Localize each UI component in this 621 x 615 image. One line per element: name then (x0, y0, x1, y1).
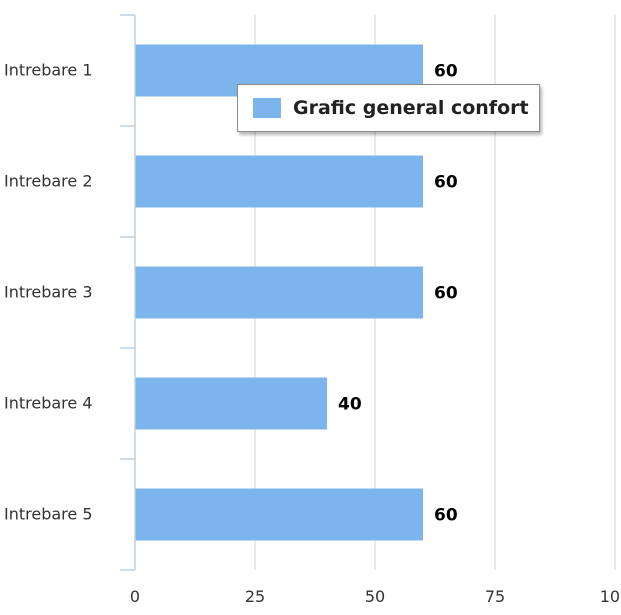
x-tick-label: 50 (365, 587, 385, 606)
bar (135, 155, 423, 208)
legend[interactable]: Grafic general confort (237, 84, 540, 132)
data-label: 60 (434, 173, 458, 193)
data-labels: 60 60 60 40 60 (338, 62, 458, 526)
x-tick-label: 100 (600, 587, 621, 606)
x-tick-label: 75 (485, 587, 505, 606)
category-label: Intrebare 3 (4, 283, 93, 302)
bar (135, 377, 327, 430)
category-label: Intrebare 5 (4, 505, 93, 524)
x-tick-labels: 0 25 50 75 100 (130, 587, 621, 606)
data-label: 60 (434, 506, 458, 526)
data-label: 40 (338, 395, 362, 415)
bars (135, 44, 423, 541)
x-tick-label: 25 (245, 587, 265, 606)
category-label: Intrebare 4 (4, 394, 93, 413)
data-label: 60 (434, 284, 458, 304)
category-axis (120, 14, 136, 571)
x-tick-label: 0 (130, 587, 140, 606)
category-label: Intrebare 1 (4, 61, 93, 80)
legend-label: Grafic general confort (293, 97, 529, 119)
category-labels: Intrebare 1 Intrebare 2 Intrebare 3 Intreba… (4, 61, 93, 524)
bar (135, 266, 423, 319)
bar (135, 488, 423, 541)
legend-swatch (253, 98, 281, 118)
data-label: 60 (434, 62, 458, 82)
category-label: Intrebare 2 (4, 172, 93, 191)
